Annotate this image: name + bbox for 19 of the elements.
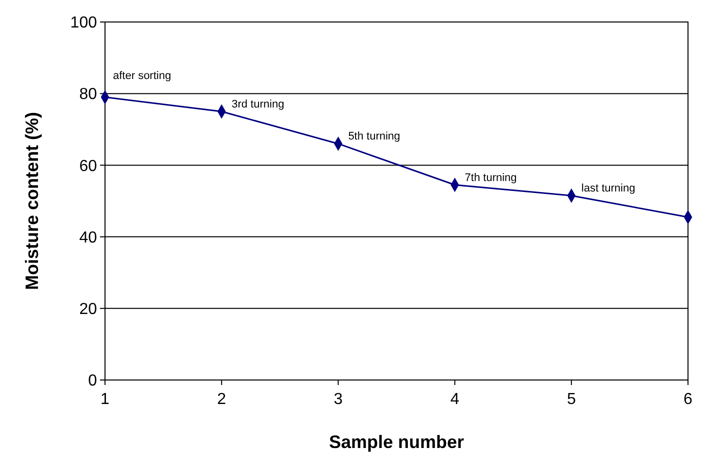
- annotation: 7th turning: [464, 172, 517, 184]
- y-tick-label: 80: [79, 86, 98, 104]
- y-tick-label: 0: [88, 372, 98, 390]
- annotation: last turning: [581, 182, 636, 195]
- x-axis-title: Sample number: [328, 432, 464, 452]
- x-tick-label: 6: [684, 391, 693, 408]
- annotation: 5th turning: [348, 130, 400, 143]
- y-tick-label: 60: [79, 158, 98, 175]
- annotation: 3rd turning: [232, 98, 284, 110]
- y-axis-title: Moisture content (%): [22, 112, 42, 290]
- x-tick-label: 2: [217, 391, 226, 408]
- x-tick-label: 4: [450, 391, 460, 408]
- x-tick-label: 3: [334, 391, 343, 408]
- x-tick-label: 5: [566, 391, 576, 408]
- x-tick-label: 1: [100, 391, 110, 408]
- annotation: after sorting: [113, 70, 172, 82]
- y-tick-label: 100: [70, 14, 98, 32]
- y-tick-label: 20: [79, 301, 98, 318]
- y-tick-label: 40: [79, 229, 98, 246]
